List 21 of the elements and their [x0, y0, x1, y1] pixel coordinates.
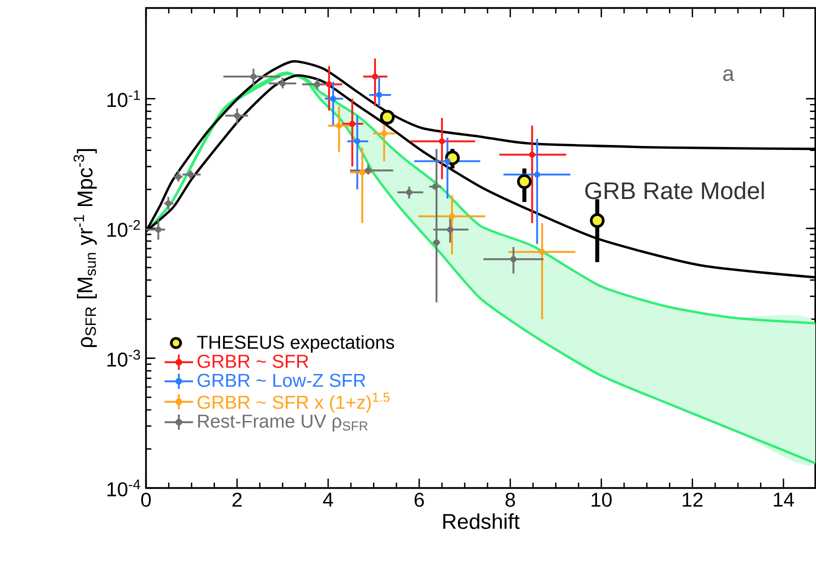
x-tick-label: 14	[774, 492, 794, 506]
annotation: GRB Rate Model	[585, 182, 764, 200]
legend-label: GRBR ~ SFR	[198, 354, 308, 368]
x-tick-label: 0	[141, 492, 151, 507]
y-tick-label: 10$^{-4}$	[107, 480, 140, 496]
x-tick-label: 2	[232, 492, 242, 507]
x-axis-title: Redshift	[443, 513, 520, 530]
legend-label: THESEUS expectations	[197, 335, 394, 353]
x-tick-label: 6	[414, 492, 424, 507]
x-tick-label: 8	[506, 492, 515, 507]
y-tick-label: 10$^{-2}$	[107, 220, 140, 237]
legend-label: GRBR ~ SFR x (1+z)$^{1.5}$	[198, 392, 390, 413]
x-tick-label: 12	[682, 492, 703, 507]
legend-label: GRBR ~ Low-Z SFR	[198, 374, 366, 387]
x-tick-label: 10	[592, 492, 612, 507]
legend-label: Rest-Frame UV ρ$_{SFR}$	[198, 414, 368, 432]
y-tick-label: 10$^{-3}$	[107, 350, 140, 367]
text: ρ$_{SFR}$ [M$_{sun}$ yr$^{-1}$ Mpc$^{-3}$]	[74, 149, 97, 348]
y-tick-label: 10$^{-1}$	[107, 90, 140, 108]
annotation: a	[723, 69, 734, 82]
x-tick-label: 4	[323, 492, 334, 506]
